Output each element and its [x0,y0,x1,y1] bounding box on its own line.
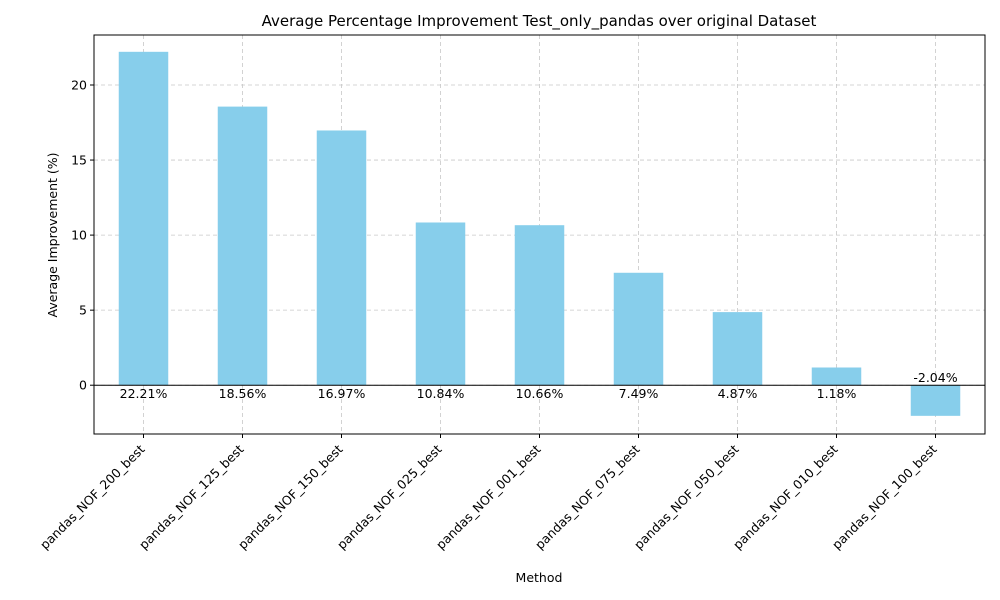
data-label: 10.66% [516,386,564,401]
bar-pandas_NOF_200_best [118,51,169,386]
y-axis-ticks: 0 5 10 15 20 [71,77,94,393]
data-label: 1.18% [817,386,857,401]
data-label: 7.49% [619,386,659,401]
bar-pandas_NOF_075_best [613,272,664,386]
bars [118,51,961,416]
bar-pandas_NOF_001_best [514,225,565,386]
y-tick-label: 0 [79,378,87,393]
data-label: 18.56% [219,386,267,401]
data-label: -2.04% [913,370,957,385]
bar-pandas_NOF_125_best [217,106,268,386]
y-tick-label: 10 [71,228,87,243]
y-tick-label: 15 [71,153,87,168]
chart-title: Average Percentage Improvement Test_only… [262,12,817,31]
data-label: 10.84% [417,386,465,401]
bar-pandas_NOF_100_best [910,385,961,416]
x-axis-label: Method [516,570,563,585]
y-axis-label: Average Improvement (%) [45,153,60,318]
data-labels: 22.21% 18.56% 16.97% 10.84% 10.66% 7.49% 4.87%… [120,370,958,401]
bar-pandas_NOF_050_best [712,312,763,386]
y-tick-label: 5 [79,303,87,318]
y-tick-label: 20 [71,77,87,92]
data-label: 16.97% [318,386,366,401]
bar-pandas_NOF_150_best [316,130,367,386]
bar-pandas_NOF_025_best [415,222,466,386]
bar-pandas_NOF_010_best [811,367,862,386]
data-label: 22.21% [120,386,168,401]
data-label: 4.87% [718,386,758,401]
